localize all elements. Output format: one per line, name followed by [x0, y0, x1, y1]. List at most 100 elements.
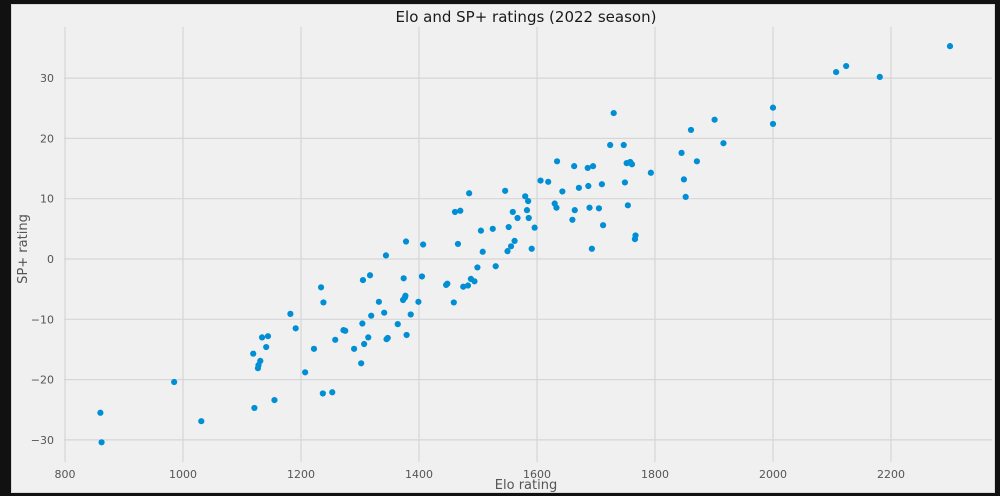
- data-point: [647, 169, 654, 176]
- y-tick-label: −30: [31, 434, 54, 447]
- data-point: [632, 232, 639, 239]
- data-point: [687, 126, 695, 134]
- data-point: [553, 204, 560, 211]
- data-point: [444, 280, 451, 287]
- data-point: [271, 397, 278, 404]
- data-point: [257, 357, 264, 365]
- data-point: [97, 409, 104, 416]
- data-point: [575, 184, 582, 191]
- data-point: [559, 188, 566, 195]
- data-point: [263, 343, 270, 351]
- data-point: [302, 369, 309, 376]
- y-tick-label: −20: [31, 374, 54, 387]
- y-tick-label: 10: [40, 193, 54, 206]
- data-point: [402, 292, 409, 299]
- x-tick-label: 800: [55, 468, 76, 481]
- data-point: [420, 241, 427, 248]
- data-point: [375, 298, 382, 305]
- data-point: [843, 62, 850, 70]
- data-point: [628, 161, 636, 168]
- data-point: [464, 282, 472, 289]
- data-point: [720, 140, 727, 147]
- data-point: [400, 275, 407, 282]
- y-tick-labels: −30 −20 −10 0 10 20 30: [31, 72, 54, 447]
- data-point: [415, 298, 422, 305]
- data-point: [198, 418, 205, 425]
- data-point: [358, 360, 365, 367]
- y-tick-label: 0: [47, 253, 54, 266]
- x-tick-label: 1200: [287, 468, 315, 481]
- data-point: [454, 240, 462, 248]
- data-point: [450, 299, 457, 306]
- data-point: [171, 378, 178, 386]
- data-point: [98, 439, 105, 446]
- data-point: [466, 190, 473, 197]
- data-point: [511, 237, 518, 245]
- data-point: [528, 245, 535, 252]
- data-point: [477, 227, 485, 234]
- data-point: [489, 225, 496, 232]
- data-point: [287, 310, 294, 317]
- data-point: [329, 389, 336, 396]
- y-gridlines: [64, 77, 992, 441]
- data-point: [359, 277, 367, 284]
- data-point: [460, 283, 467, 290]
- data-point: [523, 207, 531, 214]
- x-axis-label: Elo rating: [495, 478, 557, 493]
- x-tick-label: 1400: [405, 468, 433, 481]
- data-point: [342, 327, 349, 334]
- data-point: [258, 334, 266, 341]
- data-point: [610, 109, 617, 117]
- data-point: [351, 345, 358, 352]
- data-point: [525, 198, 532, 205]
- data-points: [97, 43, 954, 446]
- data-point: [876, 73, 883, 80]
- data-point: [251, 404, 258, 412]
- data-point: [525, 214, 532, 222]
- data-point: [693, 158, 700, 165]
- data-point: [769, 120, 777, 128]
- data-point: [504, 248, 511, 255]
- data-point: [522, 193, 529, 200]
- data-point: [589, 163, 597, 170]
- scatter-plot: 800 1000 1200 1400 1600 1800 2000 2200 −30 −20 −1…: [16, 8, 992, 493]
- data-point: [833, 68, 840, 76]
- data-point: [599, 222, 607, 229]
- data-point: [366, 272, 374, 279]
- data-point: [365, 334, 372, 341]
- data-point: [250, 350, 257, 357]
- data-point: [492, 263, 499, 270]
- data-point: [553, 158, 561, 165]
- x-tick-label: 1000: [169, 468, 197, 481]
- data-point: [381, 309, 388, 316]
- data-point: [545, 178, 552, 185]
- data-point: [620, 141, 627, 149]
- data-point: [317, 284, 325, 291]
- data-point: [403, 331, 410, 339]
- data-point: [310, 345, 318, 352]
- data-point: [769, 104, 777, 111]
- chart-figure: 800 1000 1200 1400 1600 1800 2000 2200 −30 −20 −1…: [11, 4, 995, 493]
- data-point: [585, 182, 592, 190]
- data-point: [680, 176, 688, 183]
- data-point: [292, 325, 299, 332]
- x-gridlines: [64, 27, 892, 462]
- chart-title: Elo and SP+ ratings (2022 season): [396, 8, 657, 26]
- data-point: [621, 179, 629, 186]
- data-point: [531, 224, 538, 231]
- data-point: [595, 205, 603, 212]
- data-point: [394, 321, 401, 328]
- x-tick-label: 1800: [641, 468, 669, 481]
- x-tick-label: 2200: [877, 468, 905, 481]
- data-point: [502, 187, 509, 194]
- data-point: [537, 177, 544, 184]
- y-tick-label: 20: [40, 132, 54, 145]
- data-point: [471, 278, 478, 285]
- data-point: [451, 208, 459, 216]
- data-point: [584, 164, 591, 172]
- data-point: [418, 273, 426, 280]
- data-point: [571, 207, 578, 214]
- data-point: [682, 193, 689, 200]
- data-point: [569, 216, 576, 223]
- x-tick-labels: 800 1000 1200 1400 1600 1800 2000 2200: [55, 468, 906, 481]
